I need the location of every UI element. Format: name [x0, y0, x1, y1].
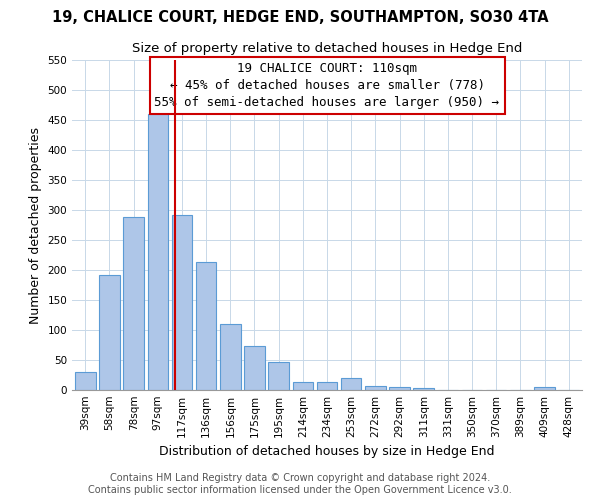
Text: 19 CHALICE COURT: 110sqm  
← 45% of detached houses are smaller (778)
55% of sem: 19 CHALICE COURT: 110sqm ← 45% of detach…: [155, 62, 499, 108]
Bar: [389, 387, 410, 390]
Bar: [244, 346, 265, 390]
Text: 19, CHALICE COURT, HEDGE END, SOUTHAMPTON, SO30 4TA: 19, CHALICE COURT, HEDGE END, SOUTHAMPTO…: [52, 10, 548, 25]
Bar: [413, 388, 434, 390]
Bar: [99, 275, 120, 390]
Bar: [148, 114, 168, 390]
Bar: [268, 362, 289, 390]
Bar: [534, 387, 555, 390]
Title: Size of property relative to detached houses in Hedge End: Size of property relative to detached ho…: [132, 42, 522, 54]
Bar: [341, 378, 361, 390]
Text: Contains HM Land Registry data © Crown copyright and database right 2024.
Contai: Contains HM Land Registry data © Crown c…: [88, 474, 512, 495]
Bar: [293, 382, 313, 390]
X-axis label: Distribution of detached houses by size in Hedge End: Distribution of detached houses by size …: [159, 446, 495, 458]
Bar: [172, 215, 192, 390]
Bar: [75, 372, 95, 390]
Bar: [124, 217, 144, 390]
Bar: [365, 386, 386, 390]
Bar: [196, 262, 217, 390]
Bar: [317, 382, 337, 390]
Bar: [220, 324, 241, 390]
Y-axis label: Number of detached properties: Number of detached properties: [29, 126, 42, 324]
